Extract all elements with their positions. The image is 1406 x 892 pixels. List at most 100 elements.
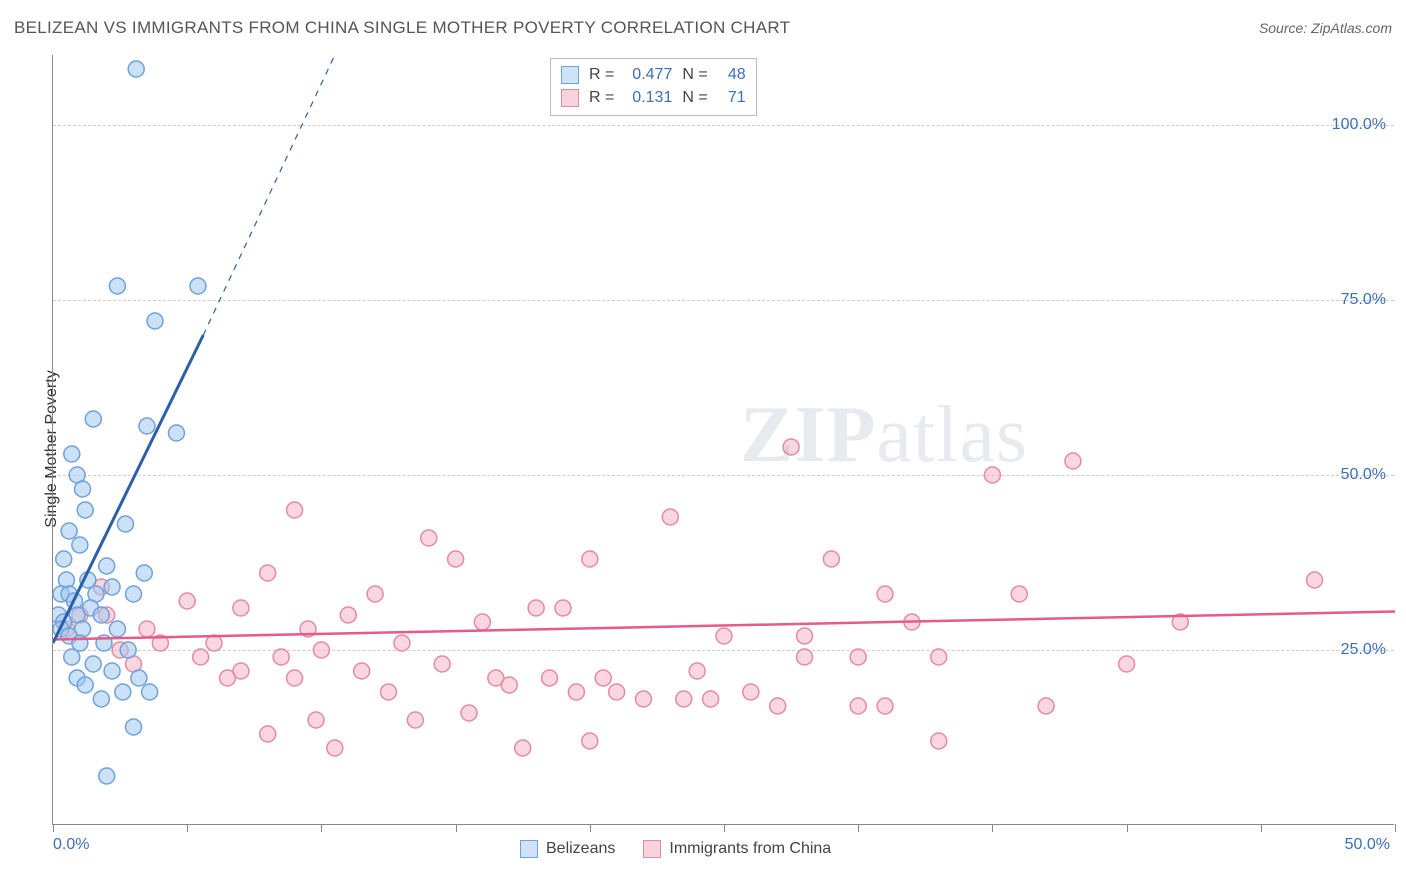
china-point <box>850 649 866 665</box>
stat-r-label: R = <box>589 86 614 109</box>
belizean-point <box>109 278 125 294</box>
belizean-point <box>104 579 120 595</box>
belizean-point <box>139 418 155 434</box>
china-point <box>703 691 719 707</box>
belizean-point <box>75 481 91 497</box>
belizean-point <box>147 313 163 329</box>
belizean-point <box>120 642 136 658</box>
belizean-point <box>131 670 147 686</box>
series-legend-item: Belizeans <box>520 840 615 858</box>
belizean-point <box>72 537 88 553</box>
stat-r-value: 0.477 <box>624 63 672 86</box>
china-point <box>797 649 813 665</box>
china-point <box>783 439 799 455</box>
china-point <box>501 677 517 693</box>
china-point <box>313 642 329 658</box>
stat-n-value: 48 <box>718 63 746 86</box>
china-point <box>770 698 786 714</box>
china-point <box>340 607 356 623</box>
belizean-point <box>128 61 144 77</box>
china-point <box>689 663 705 679</box>
china-point <box>1065 453 1081 469</box>
belizean-point <box>126 586 142 602</box>
china-point <box>582 733 598 749</box>
scatter-plot: 25.0%50.0%75.0%100.0%0.0%50.0% <box>52 55 1394 825</box>
china-point <box>1011 586 1027 602</box>
title-bar: BELIZEAN VS IMMIGRANTS FROM CHINA SINGLE… <box>14 18 1392 38</box>
belizean-point <box>64 446 80 462</box>
stats-row: R =0.131N =71 <box>561 86 746 109</box>
china-point <box>877 586 893 602</box>
belizean-point <box>77 677 93 693</box>
stat-n-label: N = <box>682 63 707 86</box>
belizean-point <box>85 411 101 427</box>
belizean-point <box>77 502 93 518</box>
china-point <box>354 663 370 679</box>
china-point <box>582 551 598 567</box>
belizean-point <box>104 663 120 679</box>
china-point <box>662 509 678 525</box>
series-legend-label: Immigrants from China <box>669 840 831 858</box>
china-point <box>407 712 423 728</box>
china-point <box>515 740 531 756</box>
belizean-point <box>64 649 80 665</box>
china-point <box>381 684 397 700</box>
xtick <box>1127 824 1128 832</box>
xtick <box>53 824 54 832</box>
belizean-point <box>99 768 115 784</box>
china-point <box>139 621 155 637</box>
china-point <box>461 705 477 721</box>
china-point <box>528 600 544 616</box>
china-point <box>1306 572 1322 588</box>
china-point <box>260 565 276 581</box>
china-point <box>327 740 343 756</box>
belizean-point <box>61 523 77 539</box>
china-point <box>394 635 410 651</box>
belizean-point <box>117 516 133 532</box>
china-point <box>448 551 464 567</box>
belizean-point <box>168 425 184 441</box>
china-point <box>743 684 759 700</box>
belizean-point <box>99 558 115 574</box>
chart-title: BELIZEAN VS IMMIGRANTS FROM CHINA SINGLE… <box>14 18 790 38</box>
chart-svg <box>53 55 1395 825</box>
china-point <box>219 670 235 686</box>
china-point <box>421 530 437 546</box>
xtick <box>321 824 322 832</box>
legend-swatch <box>561 66 579 84</box>
belizean-point <box>190 278 206 294</box>
china-point <box>1038 698 1054 714</box>
china-point <box>635 691 651 707</box>
series-legend-label: Belizeans <box>546 840 615 858</box>
xtick <box>1261 824 1262 832</box>
xtick-label: 0.0% <box>53 836 89 854</box>
stat-n-value: 71 <box>718 86 746 109</box>
xtick <box>590 824 591 832</box>
china-point <box>308 712 324 728</box>
legend-swatch <box>520 840 538 858</box>
belizean-point <box>126 719 142 735</box>
legend-swatch <box>561 89 579 107</box>
china-point <box>273 649 289 665</box>
xtick <box>724 824 725 832</box>
china-point <box>287 670 303 686</box>
xtick <box>456 824 457 832</box>
xtick <box>1395 824 1396 832</box>
china-point <box>797 628 813 644</box>
china-point <box>568 684 584 700</box>
belizean-point <box>109 621 125 637</box>
china-point <box>823 551 839 567</box>
china-point <box>850 698 866 714</box>
china-point <box>434 656 450 672</box>
xtick <box>858 824 859 832</box>
stat-r-value: 0.131 <box>624 86 672 109</box>
china-point <box>179 593 195 609</box>
china-point <box>555 600 571 616</box>
belizean-point <box>72 635 88 651</box>
china-point <box>676 691 692 707</box>
stat-r-label: R = <box>589 63 614 86</box>
belizean-point <box>136 565 152 581</box>
belizean-point <box>93 607 109 623</box>
china-point <box>260 726 276 742</box>
xtick <box>992 824 993 832</box>
